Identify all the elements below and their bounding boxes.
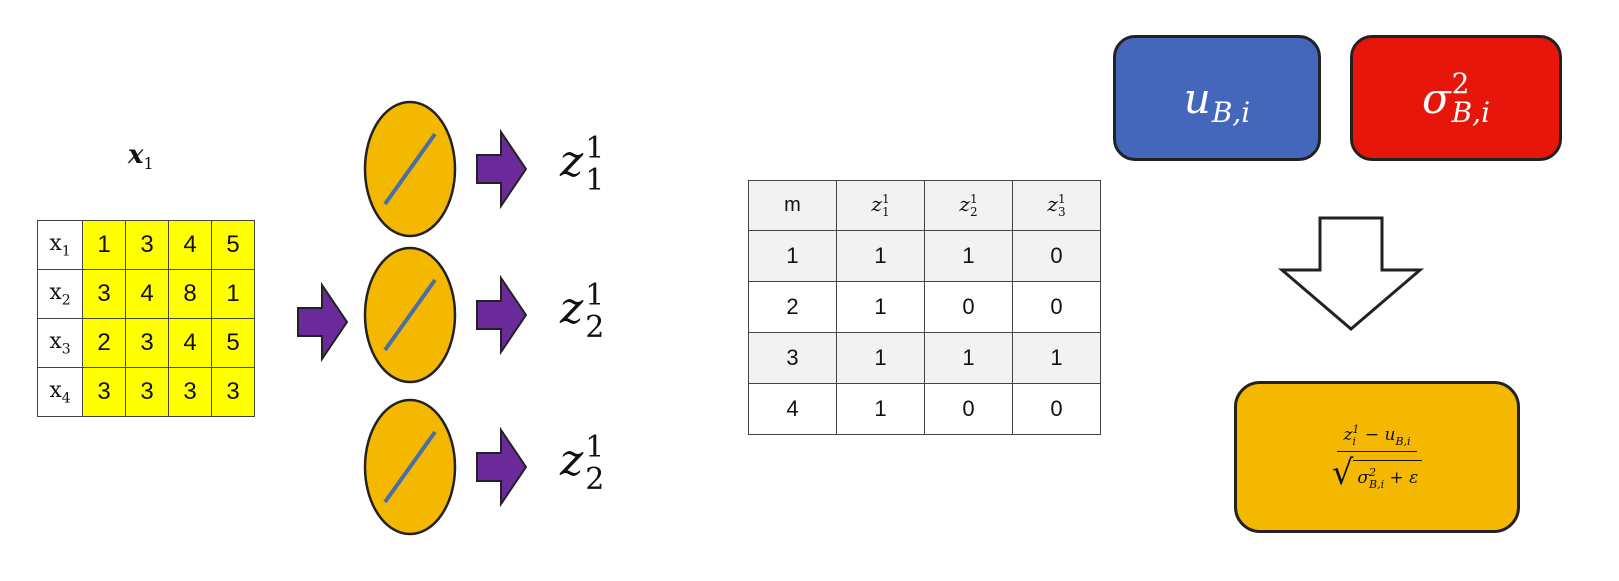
table-cell: 0 [1012,230,1101,282]
matrix-cell: 3 [82,269,126,319]
batch-mean-box: u B,i [1113,35,1321,161]
output-arrow-1 [476,128,528,210]
table-cell: 1 [836,230,925,282]
matrix-row: x3 2 3 4 5 [37,318,255,368]
table-row: 3 1 1 1 [748,332,1101,384]
table-row: 1 1 1 0 [748,230,1101,282]
matrix-cell: 3 [125,367,169,417]
matrix-cell: 1 [211,269,255,319]
input-arrow [297,281,349,363]
table-header-m: m [748,180,837,231]
matrix-cell: 3 [125,220,169,270]
matrix-row: x1 1 3 4 5 [37,220,255,270]
matrix-cell: 3 [125,318,169,368]
output-arrow-2 [476,274,528,356]
table-cell: 0 [1012,281,1101,333]
input-matrix: x1 1 3 4 5 x2 3 4 8 1 x3 2 3 4 5 x4 3 3 … [37,220,255,417]
table-cell: 1 [836,281,925,333]
matrix-cell: 5 [211,318,255,368]
table-cell: 3 [748,332,837,384]
neuron-2 [363,246,457,384]
row-label: x3 [37,318,83,368]
matrix-cell: 5 [211,220,255,270]
table-row: 4 1 0 0 [748,383,1101,435]
formula-denominator: √ σ 2 B,i + ε [1332,456,1423,490]
neuron-3 [363,398,457,536]
matrix-cell: 1 [82,220,126,270]
table-cell: 0 [1012,383,1101,435]
neuron-1 [363,100,457,238]
row-label: x4 [37,367,83,417]
matrix-cell: 3 [211,367,255,417]
matrix-row: x4 3 3 3 3 [37,367,255,417]
table-cell: 4 [748,383,837,435]
table-cell: 1 [836,332,925,384]
batch-variance-box: σ 2 B,i [1350,35,1562,161]
table-row: 2 1 0 0 [748,281,1101,333]
table-cell: 1 [1012,332,1101,384]
sqrt-symbol: √ [1331,453,1354,494]
table-cell: 1 [836,383,925,435]
row-label: x1 [37,220,83,270]
table-cell: 1 [924,230,1013,282]
output-arrow-3 [476,426,528,508]
matrix-row: x2 3 4 8 1 [37,269,255,319]
row-label: x2 [37,269,83,319]
table-cell: 1 [748,230,837,282]
matrix-cell: 2 [82,318,126,368]
matrix-cell: 3 [168,367,212,417]
input-title: x1 [128,140,154,174]
table-cell: 0 [924,383,1013,435]
matrix-cell: 8 [168,269,212,319]
table-cell: 2 [748,281,837,333]
table-cell: 1 [924,332,1013,384]
table-cell: 0 [924,281,1013,333]
matrix-cell: 4 [125,269,169,319]
down-arrow [1277,216,1425,331]
matrix-cell: 3 [82,367,126,417]
matrix-cell: 4 [168,318,212,368]
matrix-cell: 4 [168,220,212,270]
